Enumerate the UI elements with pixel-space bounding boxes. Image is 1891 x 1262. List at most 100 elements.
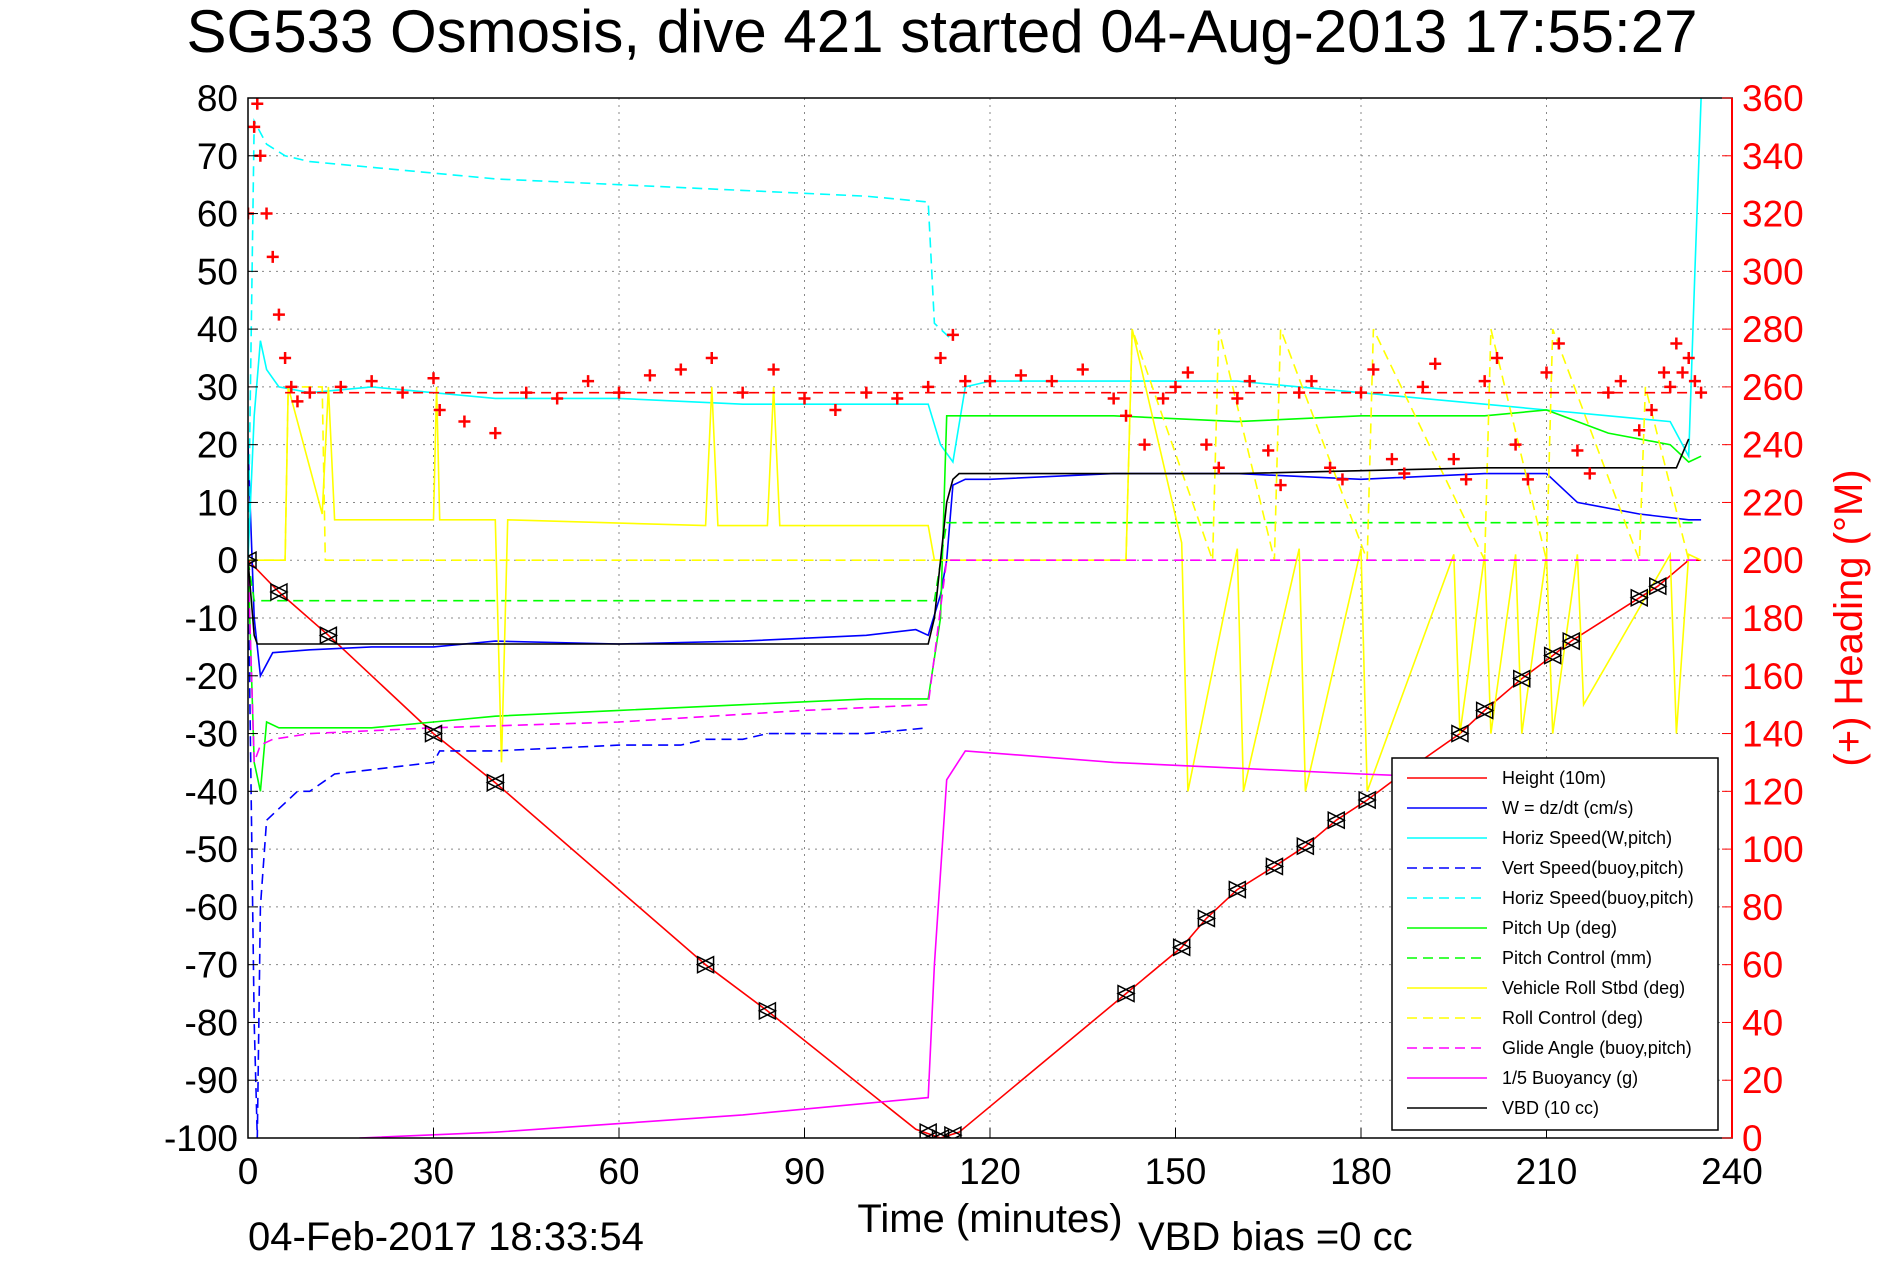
- heading-marker: [1657, 366, 1670, 379]
- dive-marker-right: [1117, 984, 1136, 1003]
- heading-marker: [279, 352, 292, 364]
- heading-marker: [1602, 386, 1615, 399]
- series-line-0: [248, 559, 1702, 1138]
- heading-marker: [829, 404, 842, 416]
- y-tick-label: -40: [185, 771, 238, 812]
- heading-marker: [551, 392, 564, 405]
- heading-marker: [433, 404, 446, 416]
- heading-marker: [922, 380, 935, 393]
- legend-label: Pitch Up (deg): [1502, 918, 1617, 938]
- heading-marker: [1645, 404, 1658, 416]
- y2-tick-label: 180: [1742, 598, 1804, 639]
- dive-marker-right: [1197, 909, 1217, 928]
- y2-tick-label: 40: [1742, 1002, 1783, 1043]
- heading-marker: [1398, 467, 1411, 480]
- heading-marker: [736, 386, 749, 399]
- legend-label: W = dz/dt (cm/s): [1502, 798, 1634, 818]
- dive-marker-right: [424, 724, 444, 743]
- heading-marker: [291, 395, 304, 408]
- heading-marker: [272, 308, 285, 321]
- heading-marker: [1571, 444, 1584, 457]
- series-line-8: [248, 328, 1690, 562]
- dive-marker-right: [1172, 938, 1192, 957]
- y-tick-label: 20: [197, 425, 238, 466]
- heading-marker: [1521, 473, 1534, 486]
- y2-tick-label: 160: [1742, 656, 1804, 697]
- heading-marker: [1138, 438, 1151, 451]
- heading-marker: [365, 375, 378, 388]
- heading-marker: [1212, 461, 1225, 474]
- y-tick-labels: -100-90-80-70-60-50-40-30-20-10010203040…: [164, 78, 258, 1159]
- heading-marker: [643, 369, 656, 382]
- heading-marker: [1385, 453, 1398, 466]
- series-group: [248, 98, 1708, 1138]
- heading-marker: [1478, 375, 1491, 388]
- y-tick-label: -90: [185, 1060, 238, 1101]
- dive-marker-right: [1228, 880, 1248, 899]
- dive-marker-right: [1451, 724, 1470, 743]
- heading-marker: [1324, 461, 1337, 474]
- legend-label: VBD (10 cc): [1502, 1098, 1599, 1118]
- x-tick-label: 150: [1145, 1151, 1207, 1192]
- heading-marker: [1355, 386, 1367, 399]
- heading-marker: [458, 415, 471, 428]
- dive-marker-right: [1265, 857, 1285, 876]
- y2-tick-label: 100: [1742, 829, 1804, 870]
- x-tick-label: 210: [1516, 1151, 1578, 1192]
- y-tick-label: 60: [197, 194, 238, 235]
- heading-marker: [1157, 392, 1170, 405]
- dive-marker-right: [931, 1128, 951, 1138]
- y2-tick-label: 200: [1742, 540, 1804, 581]
- heading-marker: [946, 328, 959, 341]
- heading-marker: [334, 380, 347, 393]
- legend-label: 1/5 Buoyancy (g): [1502, 1068, 1638, 1088]
- x-tick-label: 0: [238, 1151, 259, 1192]
- dive-marker-right: [1649, 577, 1668, 596]
- heading-marker: [705, 352, 718, 364]
- y2-tick-label: 20: [1742, 1060, 1783, 1101]
- heading-marker: [674, 363, 687, 376]
- heading-marker: [1583, 467, 1596, 480]
- heading-marker: [1416, 380, 1429, 393]
- y2-tick-label: 60: [1742, 945, 1783, 986]
- dive-marker-right: [758, 1001, 778, 1021]
- heading-marker: [1460, 473, 1473, 486]
- y2-tick-label: 240: [1742, 425, 1804, 466]
- legend-label: Roll Control (deg): [1502, 1008, 1643, 1028]
- x-tick-label: 60: [598, 1151, 639, 1192]
- y-tick-label: 10: [197, 482, 238, 523]
- heading-marker: [1045, 375, 1058, 388]
- dive-marker-right: [486, 773, 506, 792]
- heading-marker: [396, 386, 409, 399]
- heading-marker: [1670, 337, 1683, 350]
- y2-tick-label: 360: [1742, 78, 1804, 119]
- y2-tick-label: 220: [1742, 482, 1804, 523]
- y-tick-label: 70: [197, 136, 238, 177]
- heading-marker: [959, 375, 972, 388]
- heading-marker: [767, 363, 780, 376]
- heading-marker: [1076, 363, 1089, 376]
- heading-marker: [860, 386, 873, 399]
- series-line-4: [248, 117, 954, 561]
- heading-marker: [1491, 352, 1504, 364]
- heading-marker: [1664, 380, 1677, 393]
- heading-marker: [260, 207, 273, 220]
- heading-marker: [427, 372, 440, 385]
- legend-label: Pitch Control (mm): [1502, 948, 1652, 968]
- y2-tick-label: 140: [1742, 714, 1804, 755]
- legend-label: Vert Speed(buoy,pitch): [1502, 858, 1684, 878]
- series-line-3: [248, 560, 929, 1138]
- dive-marker-right: [1358, 790, 1377, 810]
- heading-marker: [248, 120, 261, 133]
- heading-marker: [984, 375, 996, 388]
- legend-label: Height (10m): [1502, 768, 1606, 788]
- x-tick-label: 180: [1330, 1151, 1392, 1192]
- y-tick-label: -80: [185, 1002, 238, 1043]
- dive-marker-right: [1562, 631, 1581, 651]
- series-line-9: [248, 559, 1702, 763]
- heading-marker: [1293, 386, 1306, 399]
- x-axis-label: Time (minutes): [857, 1197, 1122, 1241]
- heading-marker: [1336, 473, 1349, 486]
- heading-marker: [1367, 363, 1380, 376]
